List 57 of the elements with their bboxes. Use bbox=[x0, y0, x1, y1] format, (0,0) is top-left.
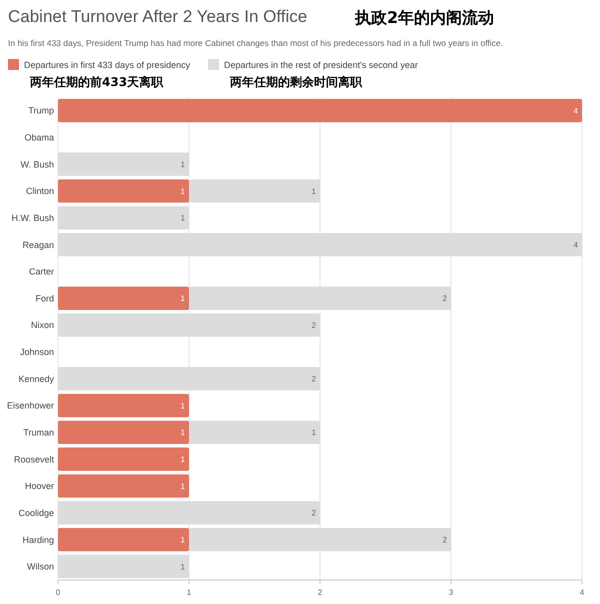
data-label: 1 bbox=[312, 428, 317, 438]
data-label: 4 bbox=[574, 106, 579, 116]
bar bbox=[58, 474, 189, 498]
y-tick-label: Carter bbox=[28, 266, 54, 277]
legend-label: Departures in first 433 days of presidency bbox=[24, 60, 191, 70]
text: 两年任期的剩余时间离职 bbox=[229, 75, 363, 89]
y-tick-label: Coolidge bbox=[18, 508, 54, 518]
data-label: 2 bbox=[442, 294, 448, 304]
y-tick-label: Reagan bbox=[22, 240, 54, 250]
data-label: 1 bbox=[180, 186, 186, 196]
legend-label: Departures in the rest of president's second year bbox=[224, 60, 418, 70]
data-label: 1 bbox=[180, 454, 186, 464]
bar bbox=[58, 286, 189, 310]
y-tick-label: Hoover bbox=[24, 481, 54, 492]
data-label: 4 bbox=[574, 240, 579, 250]
bar bbox=[58, 98, 582, 122]
y-tick-label: Johnson bbox=[20, 347, 54, 358]
data-label: 1 bbox=[312, 186, 317, 196]
y-tick-label: Clinton bbox=[26, 186, 54, 196]
data-label: 1 bbox=[180, 214, 186, 223]
y-tick-label: Roosevelt bbox=[14, 454, 54, 464]
data-label: 2 bbox=[312, 508, 317, 518]
x-tick-label: 0 bbox=[56, 588, 61, 597]
bar bbox=[58, 394, 189, 418]
y-tick-label: Truman bbox=[23, 428, 54, 438]
bar bbox=[58, 420, 189, 444]
y-tick-label: Nixon bbox=[30, 320, 54, 330]
data-label: 1 bbox=[180, 482, 186, 491]
y-tick-label: Harding bbox=[22, 534, 54, 545]
data-label: 1 bbox=[180, 294, 186, 304]
x-tick-label: 2 bbox=[318, 588, 323, 597]
data-label: 1 bbox=[180, 401, 186, 410]
text: 执政2年的内阁流动 bbox=[354, 8, 494, 27]
data-label: 1 bbox=[180, 160, 186, 169]
y-tick-label: Eisenhower bbox=[6, 400, 54, 411]
y-tick-label: Wilson bbox=[26, 562, 54, 572]
chart-subtitle: In his first 433 days, President Trump has had more Cabinet changes than most of his predecessors had in a full two years in office. bbox=[8, 38, 503, 48]
bar bbox=[58, 448, 189, 471]
bar bbox=[58, 179, 189, 203]
y-tick-label: H.W. Bush bbox=[11, 212, 54, 223]
x-tick-label: 3 bbox=[448, 588, 454, 597]
y-tick-label: Kennedy bbox=[18, 374, 54, 384]
text: 两年任期的前433天离职 bbox=[29, 75, 164, 89]
data-label: 1 bbox=[180, 562, 186, 572]
bar bbox=[58, 528, 189, 552]
data-label: 2 bbox=[442, 535, 448, 544]
data-label: 2 bbox=[312, 320, 317, 330]
data-label: 1 bbox=[180, 428, 186, 438]
data-label: 1 bbox=[180, 535, 186, 544]
y-tick-label: Trump bbox=[28, 106, 54, 116]
x-tick-label: 4 bbox=[580, 588, 585, 597]
chart-title: Cabinet Turnover After 2 Years In Office bbox=[8, 7, 308, 26]
x-tick-label: 1 bbox=[186, 588, 192, 597]
y-tick-label: Obama bbox=[24, 132, 54, 143]
y-tick-label: W. Bush bbox=[20, 159, 54, 170]
y-tick-label: Ford bbox=[35, 293, 54, 304]
data-label: 2 bbox=[312, 374, 317, 384]
